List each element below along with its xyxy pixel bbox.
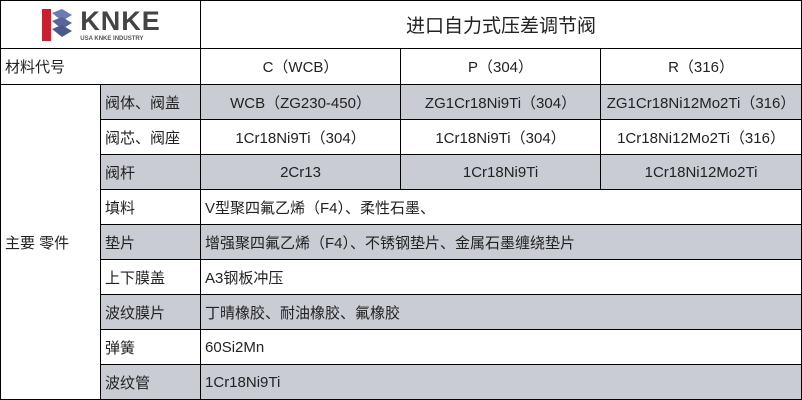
part-material: ZG1Cr18Ni9Ti（304） (400, 84, 602, 120)
material-code-r: R（316） (600, 48, 802, 85)
table-row: 填料 V型聚四氟乙烯（F4）、柔性石墨、 (1, 189, 802, 225)
part-name: 波纹膜片 (99, 294, 202, 330)
part-name: 阀体、阀盖 (99, 84, 202, 120)
group-label: 主要 零件 (0, 84, 101, 400)
part-name: 上下膜盖 (99, 259, 202, 295)
part-material: 1Cr18Ni12Mo2Ti (600, 154, 802, 190)
part-name: 阀杆 (99, 154, 202, 190)
part-material: 2Cr13 (200, 154, 402, 190)
part-material: 60Si2Mn (200, 329, 802, 365)
part-material: 1Cr18Ni9Ti (200, 364, 802, 400)
table-row: 波纹管 1Cr18Ni9Ti (1, 364, 802, 400)
part-name: 垫片 (99, 224, 202, 260)
table-row: 垫片 增强聚四氟乙烯（F4）、不锈钢垫片、金属石墨缠绕垫片 (1, 224, 802, 260)
logo-mark-icon (42, 8, 73, 41)
page-title: 进口自力式压差调节阀 (200, 0, 802, 49)
part-name: 波纹管 (99, 364, 202, 400)
part-material: A3钢板冲压 (200, 259, 802, 295)
part-name: 阀芯、阀座 (99, 119, 202, 155)
part-material: 增强聚四氟乙烯（F4）、不锈钢垫片、金属石墨缠绕垫片 (200, 224, 802, 260)
part-material: 丁晴橡胶、耐油橡胶、氟橡胶 (200, 294, 802, 330)
part-material: WCB（ZG230-450） (200, 84, 402, 120)
table-row: 主要 零件 阀体、阀盖 WCB（ZG230-450） ZG1Cr18Ni9Ti（304… (0, 84, 802, 400)
logo-brand: KNKE (80, 5, 161, 36)
part-material: 1Cr18Ni9Ti（304） (400, 119, 602, 155)
table-row: 上下膜盖 A3钢板冲压 (1, 259, 802, 295)
part-material: 1Cr18Ni9Ti (400, 154, 602, 190)
table-row: 阀芯、阀座 1Cr18Ni9Ti（304） 1Cr18Ni9Ti（304） 1Cr18… (1, 119, 802, 155)
part-name: 填料 (99, 189, 202, 225)
logo-tagline: USA KNKE INDUSTRY (80, 35, 144, 42)
logo-cell: KNKE USA KNKE INDUSTRY (0, 0, 202, 49)
part-material: 1Cr18Ni12Mo2Ti（316） (600, 119, 802, 155)
knke-logo: KNKE USA KNKE INDUSTRY (5, 7, 196, 43)
table-row: 阀杆 2Cr13 1Cr18Ni9Ti 1Cr18Ni12Mo2Ti (1, 154, 802, 190)
part-material: 1Cr18Ni9Ti（304） (200, 119, 402, 155)
material-code-label: 材料代号 (0, 48, 202, 85)
table-row: 波纹膜片 丁晴橡胶、耐油橡胶、氟橡胶 (1, 294, 802, 330)
material-code-p: P（304） (400, 48, 602, 85)
part-material: ZG1Cr18Ni12Mo2Ti（316） (600, 84, 802, 120)
part-material: V型聚四氟乙烯（F4）、柔性石墨、 (200, 189, 802, 225)
material-code-c: C（WCB） (200, 48, 402, 85)
table-row: 弹簧 60Si2Mn (1, 329, 802, 365)
part-name: 弹簧 (99, 329, 202, 365)
